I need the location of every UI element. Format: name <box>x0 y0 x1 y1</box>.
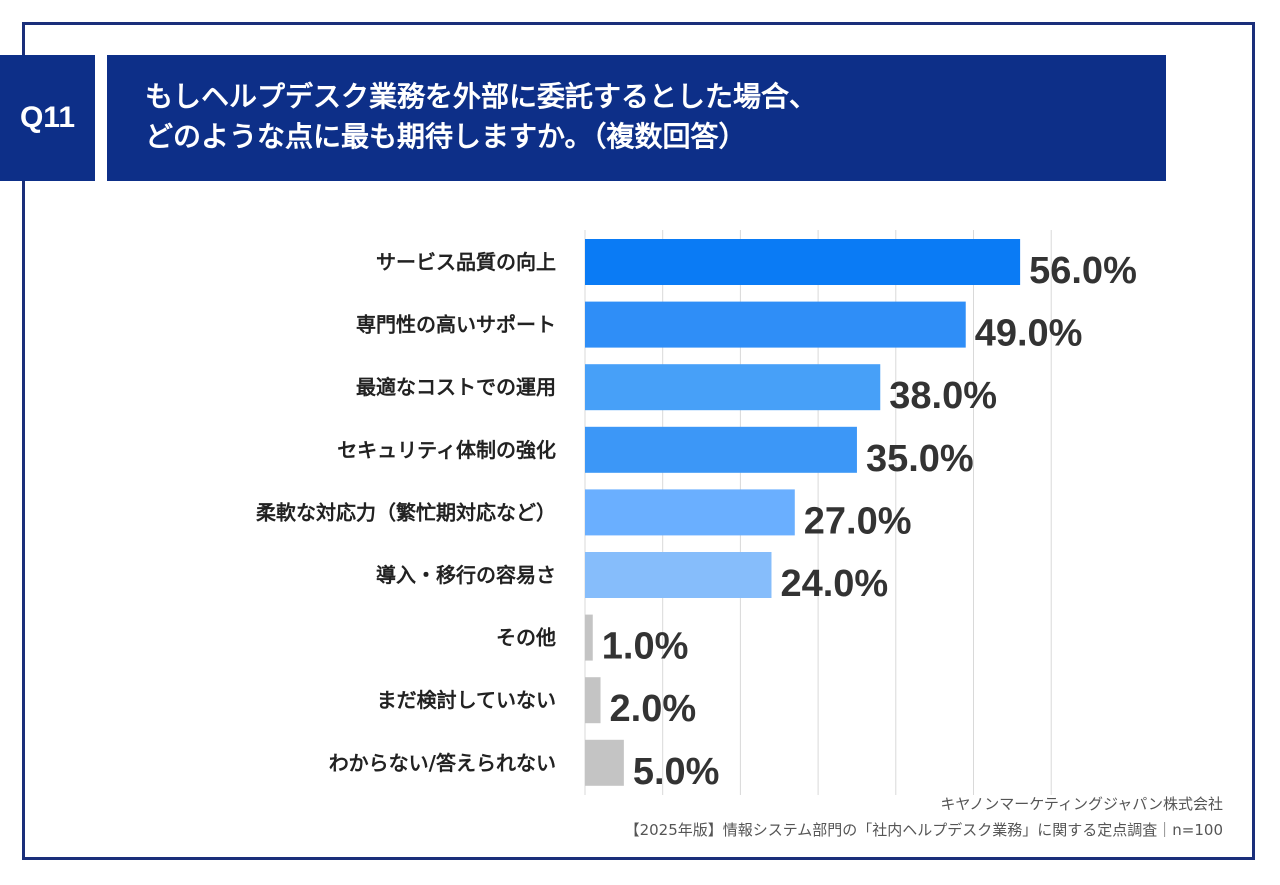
value-label: 2.0% <box>610 688 697 730</box>
bar <box>585 489 795 536</box>
bar <box>585 364 881 411</box>
question-number-badge: Q11 <box>0 55 95 181</box>
question-title-line2: どのような点に最も期待しますか。（複数回答） <box>145 120 747 153</box>
category-label: サービス品質の向上 <box>376 250 556 274</box>
value-label: 38.0% <box>889 375 997 417</box>
bar <box>585 552 772 598</box>
bar <box>585 301 966 348</box>
bar <box>585 426 857 473</box>
category-labels: サービス品質の向上専門性の高いサポート最適なコストでの運用セキュリティ体制の強化… <box>256 250 556 775</box>
question-title: もしヘルプデスク業務を外部に委託するとした場合、 どのような点に最も期待しますか… <box>107 55 1166 181</box>
category-label: 導入・移行の容易さ <box>376 563 556 587</box>
category-label: その他 <box>496 626 556 650</box>
value-label: 35.0% <box>866 438 974 480</box>
category-label: 最適なコストでの運用 <box>356 375 556 399</box>
bar <box>585 239 1021 285</box>
bar <box>585 739 624 786</box>
category-label: まだ検討していない <box>377 688 556 712</box>
source-survey: 【2025年版】情報システム部門の「社内ヘルプデスク業務」に関する定点調査｜n=… <box>624 821 1223 839</box>
value-label: 56.0% <box>1029 250 1137 292</box>
value-label: 27.0% <box>804 500 912 542</box>
question-number: Q11 <box>19 101 76 134</box>
category-label: セキュリティ体制の強化 <box>337 438 556 462</box>
category-label: 専門性の高いサポート <box>356 313 556 337</box>
value-label: 24.0% <box>780 563 888 605</box>
value-label: 49.0% <box>975 313 1083 355</box>
value-label: 5.0% <box>633 751 720 793</box>
bar <box>585 614 593 661</box>
source-company: キヤノンマーケティングジャパン株式会社 <box>940 795 1223 813</box>
bar <box>585 677 601 724</box>
value-labels: 56.0% 49.0% 38.0% 35.0% 27.0% 24.0% 1.0% 2.0% 5.… <box>602 250 1137 793</box>
category-label: わからない/答えられない <box>329 751 556 775</box>
category-label: 柔軟な対応力（繁忙期対応など） <box>256 500 556 524</box>
question-title-line1: もしヘルプデスク業務を外部に委託するとした場合、 <box>145 80 818 113</box>
bars <box>585 239 1021 786</box>
value-label: 1.0% <box>602 626 689 668</box>
